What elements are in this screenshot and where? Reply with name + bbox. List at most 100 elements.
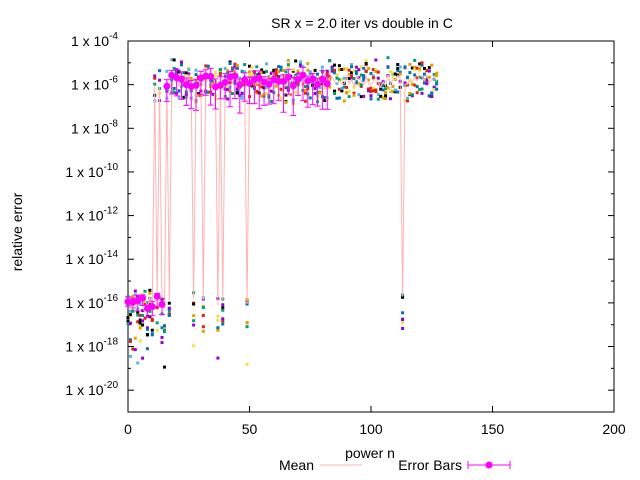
scatter-point [143,316,147,320]
error-bar-point [246,79,253,87]
scatter-point [221,306,225,310]
error-bar-point [275,77,283,85]
scatter-point [148,309,152,313]
error-bar-point [314,80,322,88]
scatter-point [182,71,186,75]
scatter-point [221,322,225,326]
scatter-point [374,70,378,74]
scatter-point [136,361,140,365]
scatter-point [126,319,130,323]
scatter-point [303,89,307,93]
scatter-point [357,83,361,87]
scatter-point [330,67,334,71]
scatter-point [128,313,132,317]
scatter-point [396,66,400,70]
scatter-point [405,83,409,87]
y-tick-label: 1 x 10-4 [71,31,118,49]
scatter-point [391,71,395,75]
chart-title: SR x = 2.0 iter vs double in C [271,15,453,31]
scatter-point [265,62,269,66]
scatter-point [352,91,356,95]
scatter-point [420,87,424,91]
scatter-point [167,306,171,310]
scatter-point [255,83,259,87]
scatter-point [284,93,288,97]
y-tick-label: 1 x 10-14 [65,249,118,267]
scatter-point [131,347,135,351]
scatter-point [155,328,159,332]
scatter-point [391,75,395,79]
scatter-point [350,71,354,75]
scatter-point [235,91,239,95]
scatter-point [167,301,171,305]
scatter-point [362,76,366,80]
scatter-point [396,62,400,66]
scatter-point [398,70,402,74]
scatter-point [427,69,431,73]
scatter-point [371,74,375,78]
scatter-point [308,96,312,100]
scatter-point [396,68,400,72]
scatter-point [384,87,388,91]
scatter-point [141,313,145,317]
scatter-point [133,348,137,352]
scatter-point [158,78,162,82]
x-tick-label: 200 [602,421,626,437]
error-bar-point [318,75,326,83]
scatter-point [284,101,288,105]
scatter-point [155,321,159,325]
scatter-point [289,81,293,85]
scatter-point [427,94,431,98]
scatter-point [230,67,234,71]
scatter-point [262,70,266,74]
scatter-point [347,95,351,99]
scatter-point [228,61,232,65]
scatter-point [201,329,205,333]
scatter-point [245,325,249,329]
scatter-point [143,300,147,304]
error-bar-point [231,72,239,80]
scatter-point [136,310,140,314]
scatter-point [303,91,307,95]
scatter-point [138,313,142,317]
scatter-point [177,95,181,99]
scatter-point [425,69,429,73]
scatter-point [260,68,264,72]
y-axis-label: relative error [9,192,25,271]
scatter-point [352,77,356,81]
scatter-point [265,70,269,74]
scatter-point [422,81,426,85]
scatter-point [274,68,278,72]
scatter-point [359,73,363,77]
scatter-point [318,91,322,95]
scatter-point [374,89,378,93]
y-tick-label: 1 x 10-6 [71,75,118,93]
scatter-point [335,81,339,85]
error-bar-point [177,75,185,83]
scatter-point [255,91,259,95]
scatter-point [413,65,417,69]
scatter-point [435,87,439,91]
scatter-point [291,68,295,72]
scatter-point [420,91,424,95]
error-bar-point [221,78,229,86]
scatter-point [131,294,135,298]
scatter-point [403,81,407,85]
scatter-point [255,65,259,69]
scatter-point [415,91,419,95]
scatter-point [342,67,346,71]
scatter-point [128,321,132,325]
scatter-point [371,76,375,80]
scatter-point [226,85,230,89]
scatter-point [216,314,220,318]
error-bar-point [163,82,171,90]
scatter-point [240,91,244,95]
scatter-point [333,89,337,93]
scatter-point [204,64,208,68]
scatter-point [328,77,332,81]
scatter-point [192,319,196,323]
scatter-point [189,76,193,80]
scatter-point [391,85,395,89]
scatter-point [150,328,154,332]
error-bar-point [148,303,156,311]
